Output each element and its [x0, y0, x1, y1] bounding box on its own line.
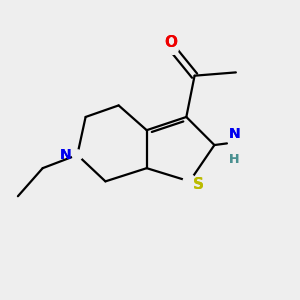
Text: S: S	[192, 176, 203, 191]
Circle shape	[183, 175, 196, 188]
Text: N: N	[228, 127, 240, 141]
Circle shape	[168, 44, 178, 54]
Circle shape	[72, 150, 82, 160]
Text: H: H	[229, 153, 239, 166]
Text: O: O	[164, 34, 177, 50]
Text: O: O	[164, 34, 177, 50]
Text: H: H	[229, 153, 239, 166]
Text: N: N	[60, 148, 71, 162]
Text: N: N	[60, 148, 71, 162]
Text: S: S	[192, 176, 203, 191]
Text: N: N	[228, 127, 240, 141]
